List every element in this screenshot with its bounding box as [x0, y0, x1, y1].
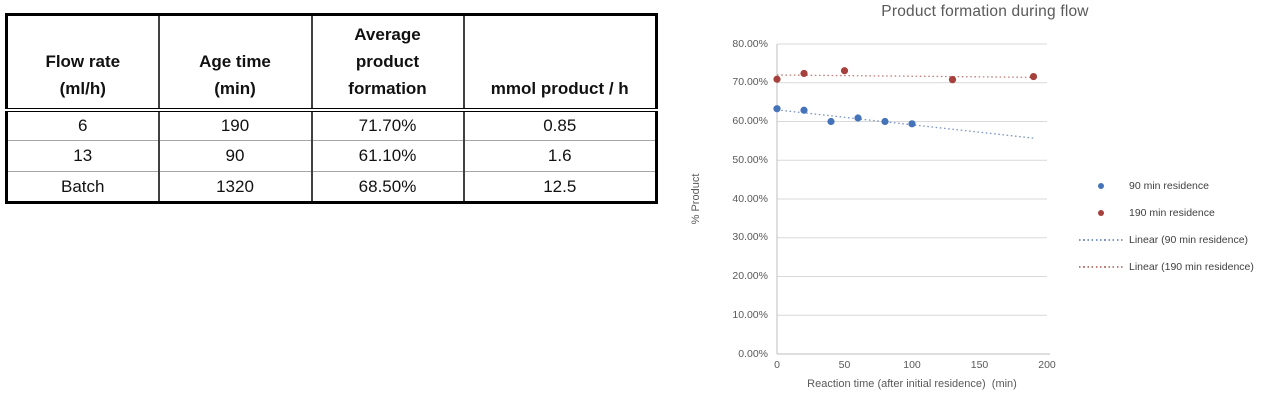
table-header-row: Flow rate (ml/h) Age time (min) Average …: [6, 14, 657, 110]
legend-dotted-line-icon: [1078, 238, 1124, 241]
line-glyph: [1079, 265, 1123, 268]
legend-item: Linear (190 min residence): [1078, 253, 1278, 280]
table-row: 13 90 61.10% 1.6: [6, 140, 657, 172]
trendline-linear-90-min-residence: [776, 109, 1034, 139]
y-axis-title: % Product: [690, 173, 702, 225]
y-tick-label: 70.00%: [732, 76, 768, 89]
data-point-90-min-residence: [908, 120, 916, 128]
chart-title: Product formation during flow: [881, 3, 1089, 20]
x-tick-label: 100: [903, 359, 921, 371]
cell-age-time: 190: [157, 109, 312, 141]
x-tick-label: 0: [774, 359, 780, 371]
dot-glyph: [1098, 182, 1104, 189]
cell-age-time: 90: [157, 140, 312, 172]
cell-flow-rate: Batch: [61, 176, 105, 196]
dot-glyph: [1098, 209, 1104, 216]
data-point-90-min-residence: [800, 106, 808, 114]
trendline-linear-190-min-residence: [776, 74, 1034, 78]
table-row: Batch 1320 68.50% 12.5: [6, 171, 657, 203]
legend-label: Linear (90 min residence): [1129, 233, 1249, 246]
y-tick-label: 50.00%: [732, 153, 768, 166]
cell-avg-formation: 68.50%: [310, 171, 464, 203]
data-point-190-min-residence: [840, 67, 849, 75]
data-point-90-min-residence: [854, 114, 862, 122]
data-point-190-min-residence: [800, 69, 808, 78]
legend-item: 190 min residence: [1078, 199, 1278, 226]
col-header-age-time: Age time (min): [157, 14, 312, 110]
col-header-flow-rate: Flow rate (ml/h): [45, 51, 121, 98]
scatter-chart: Product formation during flow 0.00% 10.00…: [690, 0, 1280, 411]
table-row: 6 190 71.70% 0.85: [7, 109, 657, 141]
data-point-90-min-residence: [881, 117, 889, 126]
legend-label: Linear (190 min residence): [1129, 260, 1254, 273]
x-axis-title: Reaction time (after initial residence) …: [807, 378, 1017, 390]
cell-age-time: 1320: [157, 171, 312, 203]
data-point-90-min-residence: [773, 105, 781, 113]
cell-mmol-product: 1.6: [462, 140, 657, 172]
col-header-avg-product-formation: Average product formation: [310, 14, 464, 110]
x-tick-label: 200: [1038, 359, 1056, 371]
y-tick-label: 20.00%: [732, 270, 768, 282]
legend-item: Linear (90 min residence): [1078, 226, 1278, 253]
legend-dot-marker-icon: [1078, 209, 1124, 216]
data-point-190-min-residence: [948, 76, 957, 84]
y-tick-label: 60.00%: [732, 115, 768, 127]
legend-label: 190 min residence: [1129, 206, 1215, 219]
data-point-190-min-residence: [1029, 72, 1038, 81]
data-point-90-min-residence: [827, 117, 835, 126]
cell-flow-rate: 6: [78, 115, 88, 135]
legend-label: 90 min residence: [1129, 179, 1209, 192]
line-glyph: [1079, 238, 1123, 241]
y-tick-label: 10.00%: [732, 308, 768, 321]
cell-avg-formation: 71.70%: [310, 109, 464, 141]
results-table: Flow rate (ml/h) Age time (min) Average …: [5, 13, 658, 204]
data-point-190-min-residence: [773, 75, 781, 83]
legend-dotted-line-icon: [1078, 265, 1124, 268]
cell-flow-rate: 13: [73, 146, 93, 165]
cell-mmol-product: 12.5: [462, 171, 657, 203]
chart-legend: 90 min residence 190 min residence Linear …: [1078, 172, 1278, 280]
cell-avg-formation: 61.10%: [310, 140, 464, 172]
y-tick-label: 80.00%: [732, 37, 768, 50]
y-tick-label: 0.00%: [738, 347, 768, 360]
legend-item: 90 min residence: [1078, 172, 1278, 199]
cell-mmol-product: 0.85: [462, 109, 657, 141]
x-tick-label: 50: [838, 359, 851, 371]
plot-area: [773, 43, 1050, 355]
col-header-mmol-product-per-h: mmol product / h: [462, 14, 657, 110]
x-tick-label: 150: [970, 359, 989, 371]
legend-dot-marker-icon: [1078, 182, 1124, 189]
y-tick-label: 30.00%: [732, 231, 768, 244]
y-tick-label: 40.00%: [732, 192, 768, 205]
